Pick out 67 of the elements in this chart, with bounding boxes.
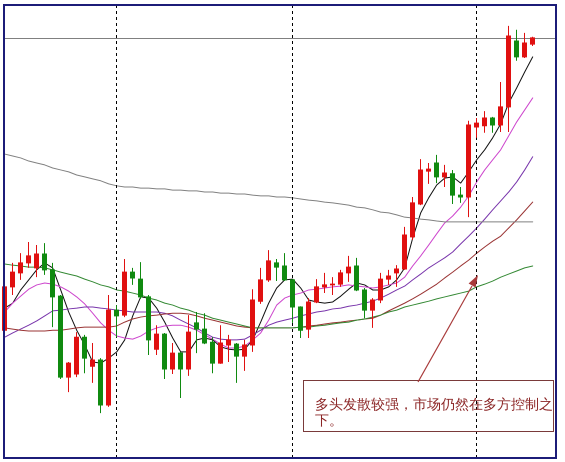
candlestick <box>146 294 151 356</box>
candlestick <box>306 298 311 338</box>
candlestick <box>50 262 55 328</box>
candlestick <box>386 269 391 286</box>
candlestick <box>274 258 279 282</box>
candlestick <box>82 334 87 374</box>
candlestick <box>450 169 455 205</box>
candlestick <box>90 342 95 384</box>
candlestick <box>26 241 31 268</box>
candlestick <box>106 294 111 408</box>
candlestick <box>154 324 159 356</box>
candlestick <box>362 288 367 319</box>
candlestick <box>314 278 319 304</box>
candlestick <box>74 332 79 378</box>
candlestick <box>290 278 295 324</box>
candlestick <box>482 110 487 134</box>
candlestick <box>98 358 103 414</box>
annotation: 多头发散较强，市场仍然在多方控制之下。 <box>315 397 554 429</box>
candlestick <box>42 242 47 276</box>
candlestick <box>58 294 63 380</box>
candlestick <box>210 336 215 374</box>
candlestick <box>130 267 135 286</box>
candlestick <box>218 324 223 364</box>
candlestick <box>66 361 71 393</box>
candlestick <box>18 252 23 280</box>
candlestick <box>426 162 431 184</box>
candlestick <box>466 120 471 218</box>
candlestick <box>234 342 239 384</box>
candlestick <box>114 304 119 338</box>
candlestick <box>330 276 335 296</box>
candlestick <box>530 36 535 47</box>
candlestick <box>10 262 15 296</box>
candlestick <box>338 269 343 288</box>
candlestick <box>34 244 39 278</box>
candlestick <box>370 298 375 328</box>
candlestick <box>266 250 271 282</box>
candlestick <box>170 342 175 374</box>
candlestick <box>346 255 351 282</box>
candlestick <box>394 264 399 288</box>
candlestick <box>418 158 423 206</box>
candlestick <box>138 262 143 300</box>
candlestick <box>354 257 359 292</box>
candlestick <box>514 29 519 62</box>
candlestick <box>410 196 415 241</box>
candlestick <box>162 332 167 380</box>
candlestick <box>282 252 287 282</box>
candlestick <box>378 272 383 304</box>
candlestick <box>202 312 207 345</box>
candlestick <box>122 258 127 318</box>
candlestick <box>506 25 511 132</box>
candlestick <box>458 186 463 204</box>
candlestick <box>442 164 447 188</box>
candlestick <box>186 314 191 376</box>
candlestick <box>522 32 527 59</box>
candlestick <box>490 116 495 134</box>
candlestick <box>474 118 479 138</box>
candlestick <box>242 339 247 372</box>
candlestick <box>298 306 303 338</box>
candlestick <box>226 334 231 362</box>
candlestick <box>402 226 407 270</box>
candlestick <box>322 272 327 294</box>
candlestick <box>250 288 255 352</box>
candlestick <box>178 351 183 398</box>
candlestick <box>498 82 503 132</box>
candlestick <box>194 312 199 354</box>
candlestick <box>258 267 263 304</box>
candlestick <box>434 154 439 184</box>
